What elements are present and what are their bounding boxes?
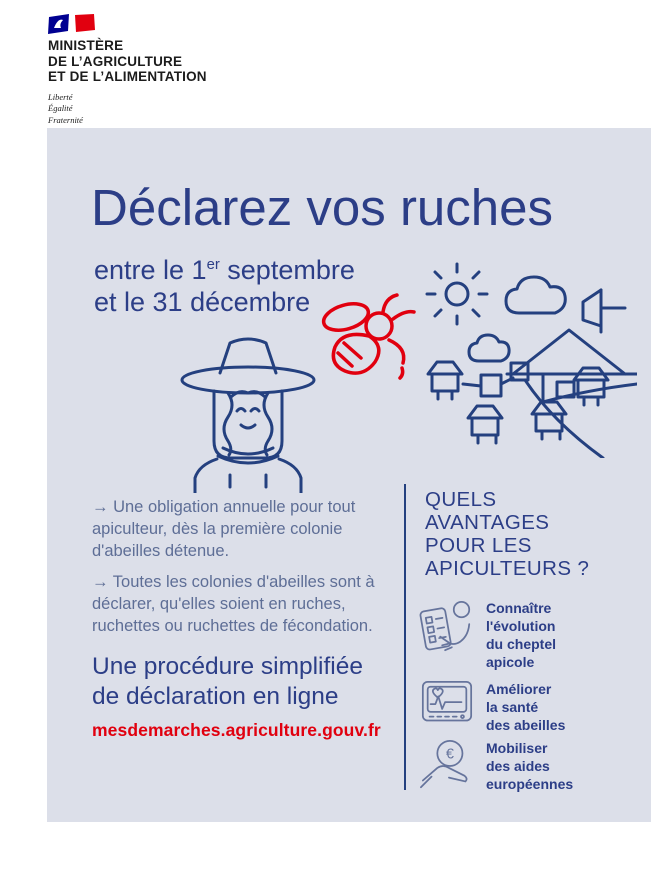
motto-line: Égalité	[48, 103, 73, 114]
advantages-heading-line: AVANTAGES	[425, 511, 550, 535]
poster-title: Déclarez vos ruches	[91, 179, 554, 236]
declaration-url[interactable]: mesdemarches.agriculture.gouv.fr	[92, 720, 381, 740]
obligations-text: → Une obligation annuelle pour tout apic…	[92, 497, 398, 638]
svg-text:€: €	[446, 746, 454, 762]
advantage-item: € Mobiliser des aides européennes	[418, 737, 573, 794]
arrow-icon: →	[92, 572, 109, 591]
procedure-line-1: Une procédure simplifiée	[92, 653, 363, 680]
advantage-item: Connaître l'évolution du cheptel apicole	[418, 597, 556, 672]
period-line-1: entre le 1er septembre	[94, 255, 355, 285]
advantage-label: Connaître l'évolution du cheptel apicole	[486, 600, 557, 670]
obligation-text: Une obligation annuelle pour tout apicul…	[92, 498, 356, 560]
period-line-2: et le 31 décembre	[94, 287, 311, 318]
advantage-label: Mobiliser des aides européennes	[486, 740, 574, 792]
motto-line: Liberté	[48, 91, 73, 102]
obligation-item: → Toutes les colonies d'abeilles sont à …	[92, 572, 398, 638]
advantages-heading-line: POUR LES	[425, 534, 532, 558]
declaration-period: entre le 1er septembre et le 31 décembre	[94, 254, 355, 319]
beekeeper-illustration	[180, 337, 316, 493]
apiary-landscape-illustration	[425, 262, 637, 458]
advantages-heading: QUELS AVANTAGES POUR LES APICULTEURS ?	[425, 488, 589, 581]
obligation-item: → Une obligation annuelle pour tout apic…	[92, 497, 398, 563]
ministry-name-line: DE L’AGRICULTURE	[48, 53, 183, 69]
gov-logo-block: MINISTÈRE DE L’AGRICULTURE ET DE L’ALIME…	[48, 14, 207, 126]
advantage-item: Améliorer la santé des abeilles	[418, 678, 565, 735]
bee-icon	[321, 293, 416, 380]
advantages-heading-line: QUELS	[425, 488, 497, 511]
poster-panel: Déclarez vos ruches entre le 1er septemb…	[47, 128, 651, 822]
arrow-icon: →	[92, 498, 109, 516]
vertical-divider	[404, 484, 406, 790]
ministry-name: MINISTÈRE DE L’AGRICULTURE ET DE L’ALIME…	[48, 38, 207, 85]
ministry-name-line: MINISTÈRE	[48, 38, 124, 53]
euro-hand-icon: €	[420, 739, 468, 789]
french-flag-icon	[48, 14, 95, 34]
obligation-text: Toutes les colonies d'abeilles sont à dé…	[92, 572, 375, 635]
advantage-label: Améliorer la santé des abeilles	[486, 681, 566, 733]
census-checklist-icon	[419, 600, 471, 652]
health-monitor-icon	[421, 680, 473, 722]
ministry-name-line: ET DE L’ALIMENTATION	[48, 69, 207, 85]
advantages-heading-line: APICULTEURS ?	[425, 557, 590, 581]
procedure-heading: Une procédure simplifiée de déclaration …	[92, 652, 363, 712]
procedure-line-2: de déclaration en ligne	[92, 682, 339, 710]
ordinal-suffix: er	[206, 257, 220, 273]
republic-motto: Liberté Égalité Fraternité	[48, 92, 207, 126]
motto-line: Fraternité	[48, 114, 83, 125]
